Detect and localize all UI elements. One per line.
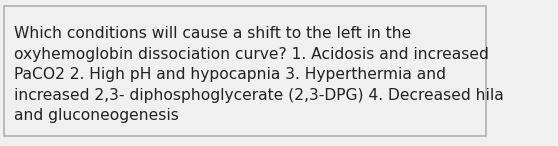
FancyBboxPatch shape <box>4 6 486 136</box>
Text: Which conditions will cause a shift to the left in the
oxyhemoglobin dissociatio: Which conditions will cause a shift to t… <box>13 26 503 123</box>
